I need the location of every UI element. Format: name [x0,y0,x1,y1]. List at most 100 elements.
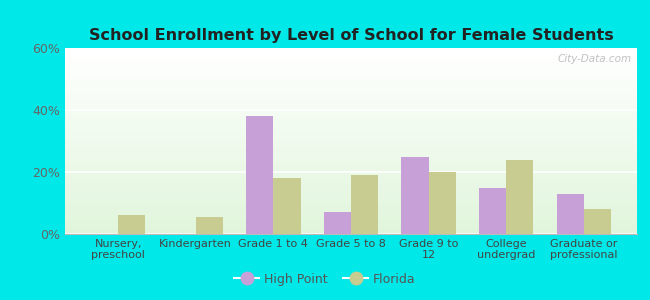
Bar [65,215,637,217]
Bar [65,110,637,111]
Bar [65,85,637,87]
Bar [65,63,637,65]
Bar [65,206,637,208]
Bar [65,89,637,91]
Bar [65,180,637,182]
Bar [65,156,637,158]
Bar [65,72,637,74]
Bar [65,122,637,124]
Bar [65,154,637,156]
Bar [65,184,637,186]
Bar [65,163,637,165]
Bar [479,188,506,234]
Bar [65,98,637,100]
Bar [65,230,637,232]
Bar [65,188,637,189]
Bar [65,74,637,76]
Bar [118,215,146,234]
Bar [65,200,637,202]
Bar [65,199,637,200]
Bar [65,152,637,154]
Bar [506,160,534,234]
Bar [324,212,351,234]
Bar [65,147,637,148]
Bar [65,111,637,113]
Bar [65,228,637,230]
Bar [65,167,637,169]
Bar [65,135,637,137]
Bar [65,48,637,50]
Bar [65,87,637,89]
Bar [65,150,637,152]
Bar [65,65,637,67]
Bar [65,214,637,215]
Bar [65,172,637,175]
Bar [65,197,637,199]
Bar [65,212,637,214]
Bar [65,50,637,52]
Bar [65,134,637,135]
Bar [65,80,637,82]
Text: City-Data.com: City-Data.com [557,54,631,64]
Bar [65,141,637,143]
Bar [65,61,637,63]
Bar [65,124,637,126]
Bar [65,83,637,85]
Bar [65,182,637,184]
Bar [65,145,637,147]
Bar [65,225,637,226]
Bar [65,119,637,121]
Bar [65,82,637,83]
Bar [65,169,637,171]
Bar [65,100,637,102]
Bar [65,143,637,145]
Bar [65,221,637,223]
Bar [65,139,637,141]
Bar [65,76,637,78]
Bar [65,161,637,163]
Bar [65,160,637,161]
Bar [65,56,637,57]
Bar [65,59,637,61]
Bar [65,67,637,68]
Bar [65,128,637,130]
Bar [65,117,637,119]
Bar [65,165,637,167]
Legend: High Point, Florida: High Point, Florida [229,268,421,291]
Bar [65,91,637,93]
Bar [65,191,637,193]
Bar [65,57,637,59]
Bar [65,102,637,104]
Bar [65,178,637,180]
Bar [65,121,637,122]
Bar [556,194,584,234]
Bar [65,104,637,106]
Bar [402,157,428,234]
Bar [65,204,637,206]
Bar [65,186,637,188]
Bar [65,195,637,197]
Bar [65,176,637,178]
Bar [65,94,637,96]
Bar [65,202,637,204]
Bar [65,54,637,56]
Bar [65,158,637,160]
Bar [65,115,637,117]
Bar [65,93,637,94]
Bar [65,210,637,212]
Bar [274,178,300,234]
Bar [584,209,611,234]
Bar [65,217,637,219]
Bar [65,107,637,110]
Bar [65,130,637,132]
Bar [65,52,637,54]
Bar [196,217,223,234]
Bar [65,70,637,72]
Bar [65,96,637,98]
Bar [65,132,637,134]
Bar [65,226,637,228]
Bar [65,193,637,195]
Bar [65,113,637,115]
Title: School Enrollment by Level of School for Female Students: School Enrollment by Level of School for… [88,28,614,43]
Bar [65,208,637,210]
